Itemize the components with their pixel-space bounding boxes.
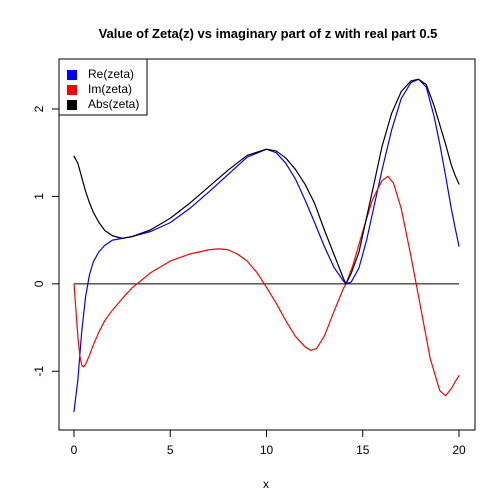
y-tick-label: 0 (32, 280, 46, 287)
chart-title: Value of Zeta(z) vs imaginary part of z … (99, 26, 438, 41)
series-line-1 (73, 78, 460, 413)
series-line-3 (73, 78, 460, 285)
x-tick-label: 15 (356, 443, 370, 457)
y-tick-label: 1 (32, 193, 46, 200)
series-line-2 (73, 175, 460, 397)
series-layer (73, 78, 460, 413)
legend-label: Re(zeta) (88, 67, 134, 81)
y-tick-label: -1 (32, 366, 46, 377)
legend: Re(zeta)Im(zeta)Abs(zeta) (58, 58, 148, 116)
x-tick-label: 5 (167, 443, 174, 457)
x-tick-label: 10 (260, 443, 274, 457)
legend-label: Im(zeta) (88, 82, 132, 96)
legend-swatch (67, 100, 77, 110)
axes: 0 5 10 15 20 -1 0 1 2 (32, 105, 466, 457)
x-tick-label: 20 (452, 443, 466, 457)
legend-swatch (67, 70, 77, 80)
x-axis-label: x (263, 477, 269, 491)
legend-swatch (67, 85, 77, 95)
legend-label: Abs(zeta) (88, 97, 139, 111)
x-tick-label: 0 (71, 443, 78, 457)
y-tick-label: 2 (32, 105, 46, 112)
